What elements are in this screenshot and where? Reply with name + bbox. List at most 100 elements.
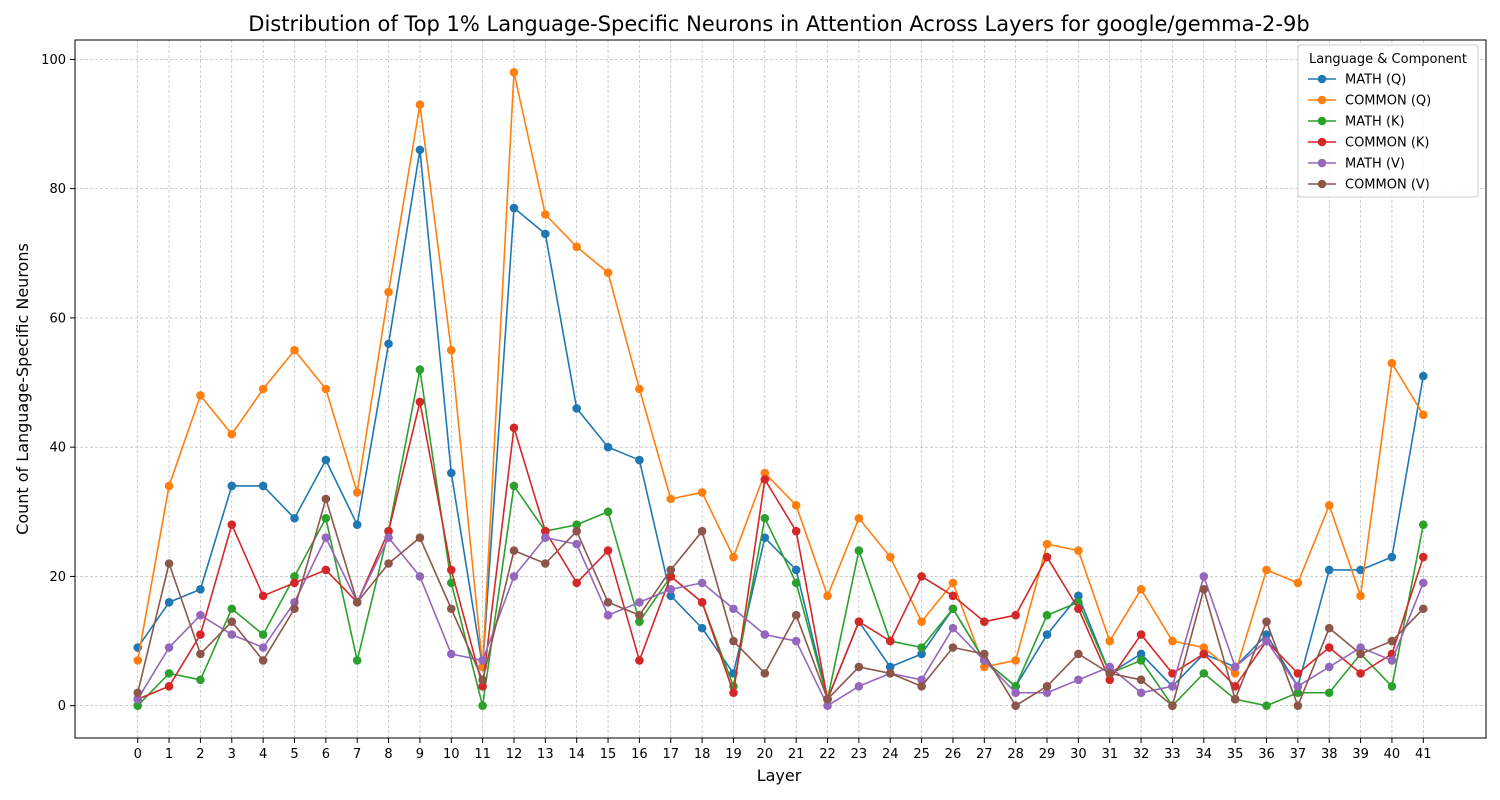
data-point bbox=[760, 669, 770, 678]
data-point bbox=[258, 591, 268, 601]
data-point bbox=[1356, 649, 1365, 659]
data-point bbox=[384, 559, 393, 568]
data-point bbox=[1136, 649, 1146, 659]
data-point bbox=[1168, 669, 1177, 678]
x-tick-label: 15 bbox=[600, 747, 617, 762]
data-point bbox=[1262, 701, 1271, 710]
data-point bbox=[133, 694, 143, 704]
data-point bbox=[384, 526, 393, 536]
series-0 bbox=[133, 145, 1428, 704]
legend-item: MATH (K) bbox=[1308, 115, 1405, 130]
data-point bbox=[791, 578, 801, 588]
data-point bbox=[1042, 610, 1052, 620]
x-tick-label: 39 bbox=[1352, 747, 1369, 762]
data-point bbox=[446, 649, 456, 659]
x-tick-label: 38 bbox=[1321, 747, 1338, 762]
data-point bbox=[854, 617, 864, 626]
data-point bbox=[352, 520, 362, 530]
data-point bbox=[917, 681, 926, 691]
legend-marker bbox=[1317, 137, 1327, 147]
data-point bbox=[1387, 656, 1397, 665]
data-point bbox=[196, 391, 205, 400]
y-axis-label: Count of Language-Specific Neurons bbox=[13, 243, 32, 535]
data-point bbox=[1230, 694, 1240, 704]
data-point bbox=[603, 597, 613, 607]
x-tick-label: 33 bbox=[1164, 747, 1181, 762]
data-point bbox=[854, 513, 864, 523]
data-point bbox=[258, 481, 268, 491]
x-tick-label: 5 bbox=[290, 747, 298, 762]
data-point bbox=[823, 694, 832, 704]
data-point bbox=[854, 546, 864, 555]
data-point bbox=[1136, 585, 1146, 594]
series-line bbox=[137, 401, 1425, 701]
data-point bbox=[1262, 630, 1271, 639]
x-tick-label: 7 bbox=[353, 747, 361, 762]
legend-label: MATH (V) bbox=[1345, 157, 1405, 172]
data-point bbox=[164, 597, 174, 607]
legend-marker bbox=[1317, 116, 1327, 126]
data-point bbox=[258, 643, 268, 652]
data-point bbox=[446, 604, 456, 614]
data-point bbox=[1199, 669, 1209, 678]
data-point bbox=[1105, 636, 1115, 646]
x-tick-label: 27 bbox=[976, 747, 993, 762]
legend-title: Language & Component bbox=[1309, 52, 1467, 67]
data-point bbox=[1136, 688, 1146, 698]
data-point bbox=[572, 242, 581, 252]
x-tick-label: 30 bbox=[1070, 747, 1087, 762]
data-point bbox=[415, 145, 425, 155]
data-point bbox=[791, 636, 801, 646]
y-tick-label: 100 bbox=[41, 53, 66, 68]
data-point bbox=[666, 565, 676, 575]
data-point bbox=[760, 475, 770, 484]
data-point bbox=[603, 610, 613, 620]
data-point bbox=[1011, 610, 1020, 620]
data-point bbox=[760, 533, 770, 542]
x-tick-label: 13 bbox=[537, 747, 554, 762]
data-point bbox=[948, 643, 958, 652]
data-point bbox=[1262, 617, 1271, 626]
data-point bbox=[227, 604, 237, 614]
data-point bbox=[1230, 662, 1240, 672]
x-tick-label: 31 bbox=[1101, 747, 1118, 762]
data-point bbox=[948, 623, 958, 633]
data-point bbox=[1136, 656, 1146, 665]
data-point bbox=[697, 578, 707, 588]
legend-marker bbox=[1317, 158, 1327, 168]
data-point bbox=[1042, 688, 1052, 698]
data-point bbox=[290, 345, 299, 355]
data-point bbox=[666, 494, 676, 504]
x-tick-label: 11 bbox=[474, 747, 491, 762]
x-tick-label: 2 bbox=[196, 747, 204, 762]
x-tick-label: 24 bbox=[882, 747, 899, 762]
series-line bbox=[137, 368, 1425, 707]
data-point bbox=[1042, 539, 1052, 549]
data-point bbox=[1293, 578, 1303, 588]
data-point bbox=[917, 572, 926, 581]
data-point bbox=[384, 533, 393, 542]
data-point bbox=[1293, 701, 1303, 710]
x-tick-label: 17 bbox=[662, 747, 679, 762]
data-point bbox=[666, 591, 676, 601]
data-point bbox=[509, 203, 519, 213]
data-point bbox=[1042, 552, 1052, 562]
data-point bbox=[509, 423, 519, 433]
data-point bbox=[1199, 643, 1209, 652]
data-point bbox=[1074, 546, 1083, 555]
chart-title: Distribution of Top 1% Language-Specific… bbox=[248, 12, 1309, 36]
x-axis-label: Layer bbox=[757, 766, 802, 785]
data-point bbox=[917, 649, 926, 659]
data-point bbox=[1356, 565, 1365, 575]
data-point bbox=[164, 681, 174, 691]
data-point bbox=[1356, 643, 1365, 652]
data-point bbox=[1356, 591, 1365, 601]
data-point bbox=[635, 384, 644, 394]
y-tick-label: 60 bbox=[49, 311, 66, 326]
data-point bbox=[290, 604, 299, 614]
legend-label: MATH (K) bbox=[1345, 115, 1405, 130]
legend: Language & Component MATH (Q) COMMON (Q) M… bbox=[1297, 44, 1479, 198]
x-tick-label: 16 bbox=[631, 747, 648, 762]
x-axis-ticks: 0 1 2 3 4 5 6 7 8 9 10 11 12 13 14 15 16 17 18 19 20 21 22 23 24… bbox=[134, 738, 1432, 762]
